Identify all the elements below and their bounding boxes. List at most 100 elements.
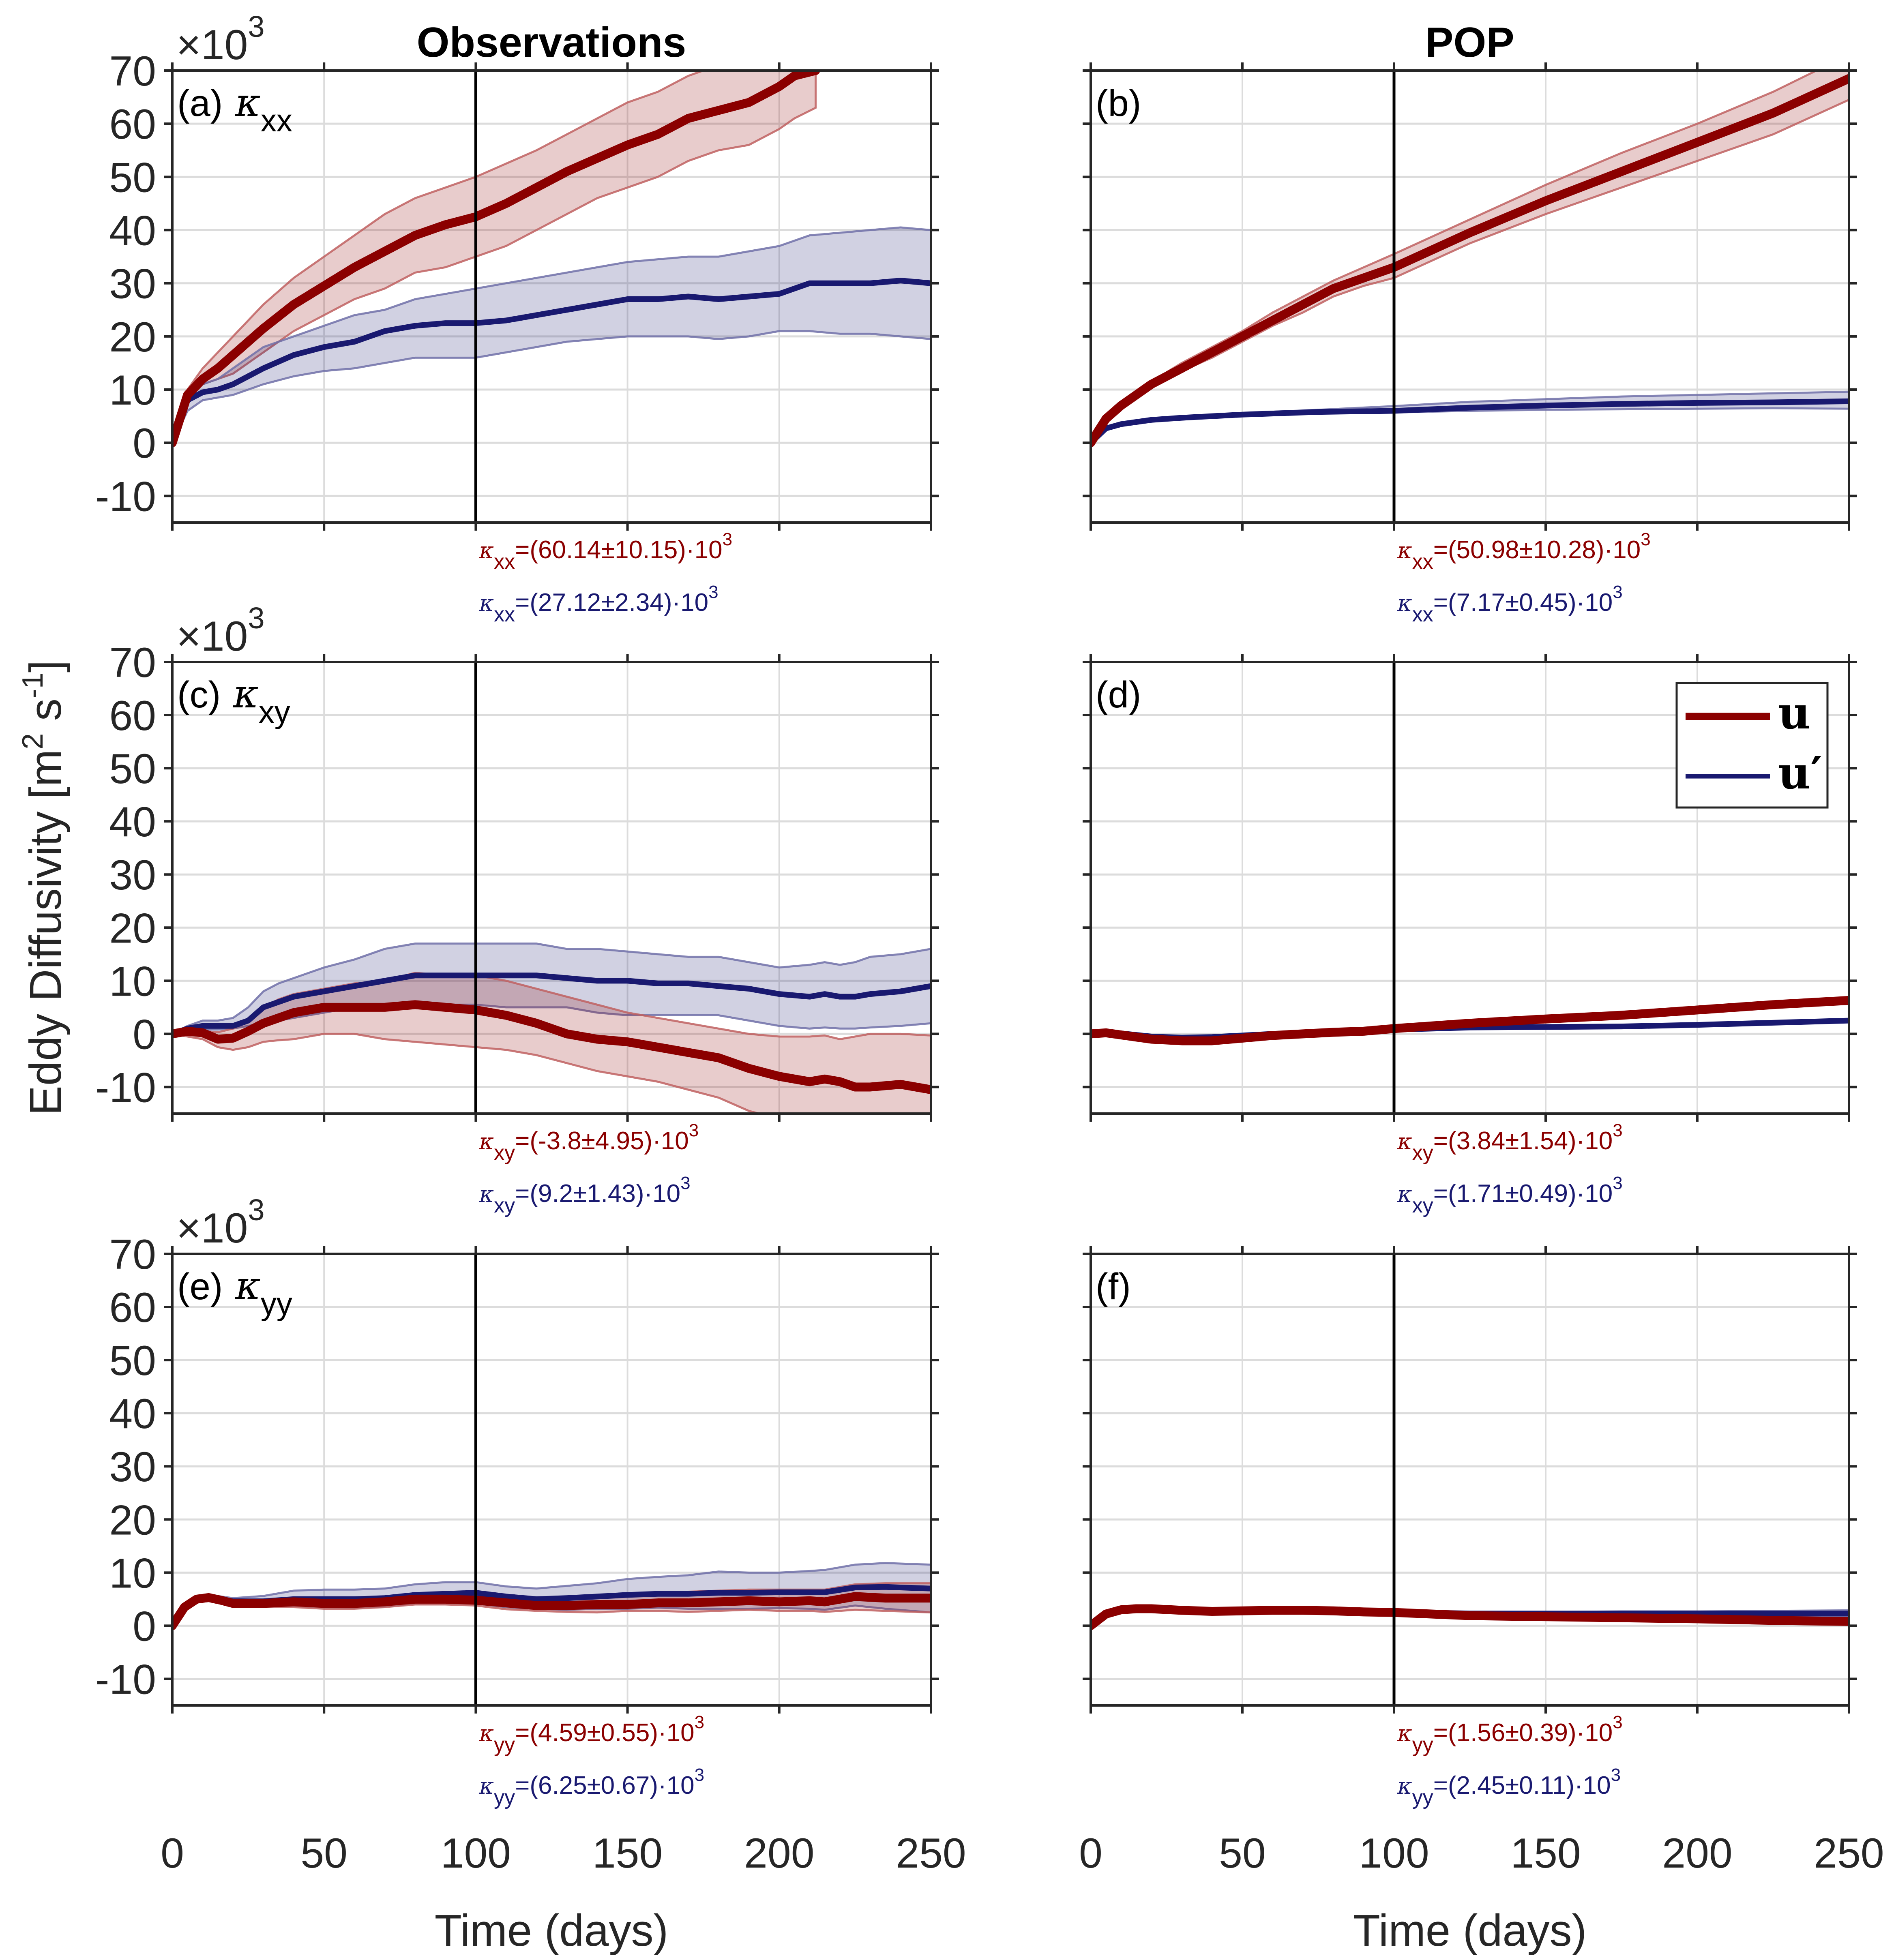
axes-box <box>171 1253 932 1707</box>
kappa-symbol: κ <box>223 80 260 125</box>
band-u_prime <box>172 226 931 443</box>
y-axis-label-end: ] <box>21 660 71 673</box>
annot-exponent: 3 <box>1613 582 1622 602</box>
annot-exponent: 3 <box>723 529 732 549</box>
line-u_prime <box>172 973 931 1037</box>
annot-exponent: 3 <box>1611 1765 1621 1785</box>
panel-letter: (d) <box>1096 674 1141 715</box>
annot-subscript: yy <box>1412 1733 1433 1757</box>
series-group <box>172 943 931 1114</box>
x-tick-label: 150 <box>1510 1830 1581 1877</box>
panel-letter: (f) <box>1096 1266 1131 1307</box>
axes-box <box>1090 69 1850 524</box>
y-multiplier: ×103 <box>176 10 265 69</box>
line-u <box>1091 996 1849 1045</box>
kappa-subscript: xy <box>259 694 290 730</box>
line-u <box>172 1000 931 1095</box>
panel-label: (d) <box>1096 674 1141 715</box>
annot-kappa: κ <box>478 538 494 564</box>
y-tick-label: -10 <box>95 473 156 520</box>
series-group <box>172 71 931 448</box>
legend-box <box>1675 682 1829 809</box>
x-axis-label-left: Time (days) <box>435 1906 669 1956</box>
annot-value: =(1.56±0.39)·10 <box>1433 1719 1613 1747</box>
panel-letter: (b) <box>1096 83 1141 124</box>
y-tick-label: 10 <box>109 367 156 414</box>
estimate-annotation-u: κyy=(4.59±0.55)·103 <box>478 1712 704 1757</box>
estimate-annotation-u: κyy=(1.56±0.39)·103 <box>1397 1712 1623 1757</box>
band-u <box>1091 71 1849 443</box>
band-u <box>172 71 817 443</box>
panel-d: (d)κxy=(3.84±1.54)·103κxy=(1.71±0.49)·10… <box>1083 654 1857 1217</box>
axes-box <box>171 69 932 524</box>
annot-subscript: xy <box>494 1141 515 1165</box>
annot-value: =(1.71±0.49)·10 <box>1433 1180 1613 1208</box>
y-tick-label: 20 <box>109 314 156 361</box>
y-multiplier-base: ×10 <box>176 1205 248 1252</box>
annot-exponent: 3 <box>1613 1120 1622 1140</box>
y-tick-label: 0 <box>133 420 156 467</box>
estimate-annotation-u_prime: κxx=(7.17±0.45)·103 <box>1397 582 1623 626</box>
panel-label: (b) <box>1096 83 1141 124</box>
legend-label-u_prime: u′ <box>1778 747 1822 799</box>
annot-kappa: κ <box>1397 1720 1412 1747</box>
annot-exponent: 3 <box>1641 529 1650 549</box>
y-tick-label: 50 <box>109 745 156 793</box>
panel-label: (e) κyy <box>177 1263 292 1322</box>
legend: u u′ <box>1675 682 1829 809</box>
x-tick-label: 50 <box>300 1830 347 1877</box>
y-multiplier-base: ×10 <box>176 613 248 660</box>
y-tick-label: -10 <box>95 1656 156 1703</box>
y-tick-label: 40 <box>109 1390 156 1437</box>
axes-box <box>1090 1253 1850 1707</box>
y-tick-label: 50 <box>109 1337 156 1384</box>
annot-kappa: κ <box>478 1720 494 1747</box>
annot-subscript: yy <box>1412 1786 1433 1809</box>
line-u_prime <box>172 278 931 446</box>
annot-kappa: κ <box>1397 590 1412 617</box>
annot-value: =(50.98±10.28)·10 <box>1433 536 1641 564</box>
annot-value: =(6.25±0.67)·10 <box>515 1771 694 1799</box>
annot-value: =(-3.8±4.95)·10 <box>515 1127 689 1155</box>
panel-b: (b)κxx=(50.98±10.28)·103κxx=(7.17±0.45)·… <box>1083 62 1857 626</box>
y-tick-label: 40 <box>109 799 156 846</box>
x-tick-label: 50 <box>1219 1830 1266 1877</box>
y-axis-label-sup-minus1: -1 <box>17 673 49 698</box>
y-tick-label: 0 <box>133 1603 156 1650</box>
x-tick-label: 200 <box>1662 1830 1733 1877</box>
y-tick-label: 10 <box>109 1550 156 1597</box>
line-u <box>1091 1604 1849 1630</box>
x-axis-label-right: Time (days) <box>1353 1906 1587 1956</box>
annot-exponent: 3 <box>680 1173 690 1193</box>
y-tick-label: 70 <box>109 1231 156 1278</box>
legend-label-u: u <box>1778 687 1810 739</box>
annot-subscript: xx <box>494 550 515 574</box>
annot-value: =(7.17±0.45)·10 <box>1433 589 1613 617</box>
y-tick-label: 70 <box>109 48 156 95</box>
x-tick-label: 150 <box>592 1830 663 1877</box>
y-multiplier-exponent: 3 <box>248 1193 264 1227</box>
annot-kappa: κ <box>478 1181 494 1208</box>
y-tick-label: 30 <box>109 1444 156 1491</box>
annot-exponent: 3 <box>695 1712 704 1732</box>
annot-exponent: 3 <box>1613 1712 1622 1732</box>
panel-letter: (c) <box>177 674 221 715</box>
y-tick-label: 20 <box>109 905 156 952</box>
panel-letter: (a) <box>177 83 223 124</box>
y-axis-label-mid: s <box>21 698 71 733</box>
y-tick-label: 50 <box>109 154 156 201</box>
annot-subscript: xx <box>494 603 515 626</box>
y-tick-label: 30 <box>109 261 156 308</box>
y-tick-label: 60 <box>109 692 156 739</box>
kappa-symbol: κ <box>221 671 258 717</box>
kappa-subscript: xx <box>261 103 292 138</box>
panel-letter: (e) <box>177 1266 223 1307</box>
annot-exponent: 3 <box>689 1120 699 1140</box>
x-tick-label: 250 <box>1814 1830 1884 1877</box>
annot-value: =(2.45±0.11)·10 <box>1433 1771 1611 1799</box>
x-tick-label: 100 <box>1359 1830 1429 1877</box>
